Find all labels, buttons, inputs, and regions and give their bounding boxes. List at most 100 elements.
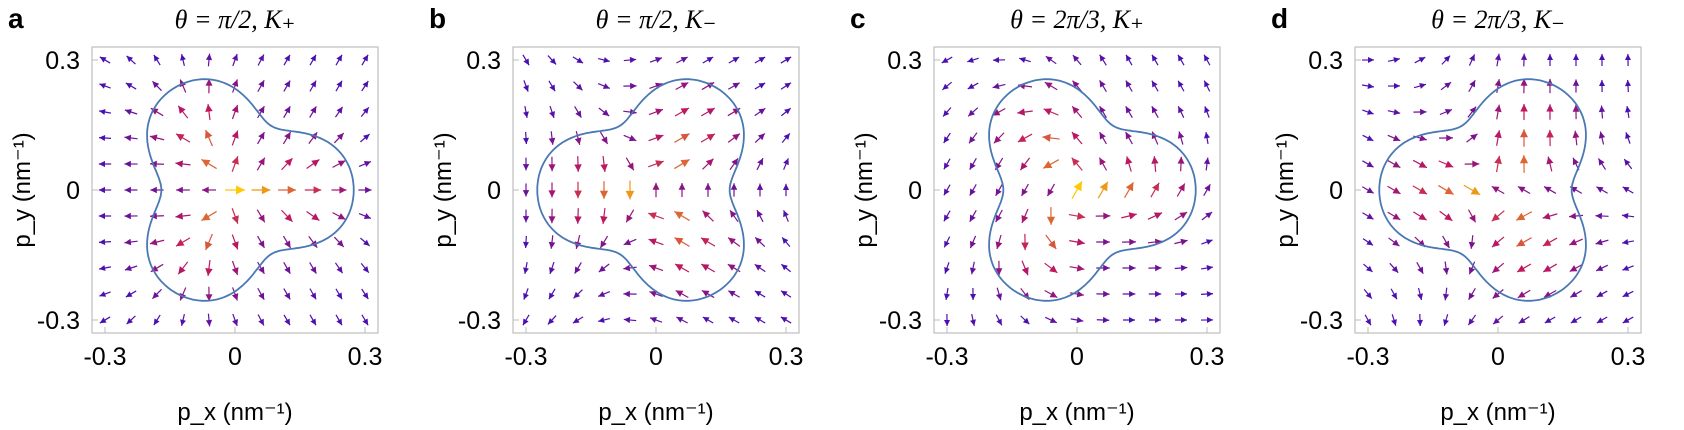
field-arrow — [361, 80, 369, 92]
field-arrow — [1200, 317, 1214, 323]
field-arrow — [728, 82, 740, 90]
field-arrow — [1622, 290, 1634, 298]
field-arrow — [674, 158, 690, 170]
field-arrow — [257, 131, 265, 145]
field-arrow — [98, 186, 112, 194]
x-tick-label: 0 — [1491, 343, 1505, 371]
field-arrow — [177, 105, 189, 119]
field-arrow — [599, 131, 609, 145]
field-arrow — [995, 260, 1003, 276]
field-arrow — [361, 288, 369, 300]
field-arrow — [1362, 212, 1374, 220]
field-arrow — [1151, 106, 1159, 118]
field-arrow — [574, 208, 582, 224]
field-arrow — [1045, 55, 1057, 65]
quiver-arrows — [522, 54, 792, 326]
field-arrow — [1572, 104, 1580, 120]
field-arrow — [1174, 238, 1188, 246]
field-arrow — [1046, 183, 1056, 197]
field-arrow — [623, 238, 637, 246]
field-arrow — [523, 288, 529, 300]
field-arrow — [523, 131, 529, 145]
field-arrow — [231, 234, 239, 250]
field-arrow — [201, 186, 217, 194]
field-arrow — [597, 290, 611, 298]
field-arrow — [1599, 79, 1605, 93]
panel-d: d θ = 2π/3, K₋ -0.3 0 0.3 0.3 0 -0.3 p_x (nm⁻¹) p… — [1271, 3, 1645, 426]
field-arrow — [1468, 288, 1476, 300]
field-arrow — [1388, 57, 1400, 63]
field-arrow — [175, 237, 191, 247]
field-arrow — [1099, 80, 1107, 92]
field-arrow — [967, 57, 979, 63]
field-arrow — [1596, 290, 1608, 298]
field-arrow — [1099, 131, 1107, 145]
field-arrow — [1625, 53, 1631, 67]
y-tick-label: 0 — [1329, 177, 1343, 205]
field-arrow — [1096, 238, 1110, 246]
field-arrow — [1148, 290, 1162, 298]
field-arrow — [180, 54, 186, 66]
field-arrow — [702, 316, 714, 324]
field-arrow — [1520, 129, 1528, 147]
field-arrow — [1442, 235, 1450, 249]
field-arrow — [1625, 105, 1631, 119]
field-arrow — [1148, 264, 1162, 272]
field-arrow — [678, 182, 686, 198]
field-arrow — [1517, 185, 1531, 195]
field-arrow — [648, 134, 664, 142]
field-arrow — [1203, 54, 1211, 66]
panel-title: θ = π/2, K₊ — [175, 5, 296, 34]
field-arrow — [231, 130, 239, 146]
field-arrow — [600, 208, 608, 224]
field-arrow — [179, 79, 187, 93]
field-arrow — [756, 157, 764, 171]
field-arrow — [599, 235, 609, 249]
field-arrow — [309, 262, 317, 274]
field-arrow — [1491, 236, 1505, 248]
field-arrow — [1468, 79, 1476, 93]
field-arrow — [969, 209, 977, 223]
field-arrow — [623, 290, 637, 298]
field-arrow — [600, 156, 608, 172]
field-arrow — [231, 208, 239, 224]
field-arrow — [1042, 133, 1060, 142]
field-arrow — [358, 186, 372, 194]
field-arrow — [361, 54, 369, 66]
field-arrow — [201, 158, 217, 170]
field-arrow — [995, 183, 1003, 197]
field-arrow — [149, 238, 165, 246]
y-axis-label: p_y (nm⁻¹) — [430, 132, 457, 247]
field-arrow — [700, 237, 716, 247]
field-arrow — [754, 82, 766, 90]
field-arrow — [231, 260, 239, 276]
field-arrow — [1468, 54, 1476, 66]
field-arrow — [1151, 54, 1159, 66]
field-arrow — [152, 288, 162, 300]
field-arrow — [1520, 78, 1528, 94]
field-arrow — [1595, 238, 1609, 246]
field-arrow — [754, 263, 766, 273]
fermi-contour — [988, 78, 1197, 302]
field-arrow — [1492, 289, 1504, 299]
field-arrow — [331, 186, 347, 194]
field-arrow — [1019, 57, 1031, 63]
field-arrow — [700, 133, 716, 143]
field-arrow — [1069, 264, 1085, 272]
field-arrow — [523, 105, 529, 119]
field-arrow — [231, 79, 239, 93]
field-arrow — [1466, 133, 1478, 143]
field-arrow — [1595, 264, 1609, 272]
y-axis-label: p_y (nm⁻¹) — [1272, 132, 1299, 247]
field-arrow — [1125, 106, 1133, 118]
field-arrow — [283, 54, 291, 66]
field-arrow — [232, 53, 238, 67]
field-arrow — [1390, 288, 1398, 300]
field-arrow — [702, 158, 714, 170]
panel-letter: d — [1271, 3, 1288, 34]
field-arrow — [598, 107, 610, 117]
field-arrow — [523, 235, 529, 249]
field-arrow — [1017, 108, 1033, 116]
field-arrow — [257, 235, 265, 249]
field-arrow — [1044, 81, 1058, 91]
